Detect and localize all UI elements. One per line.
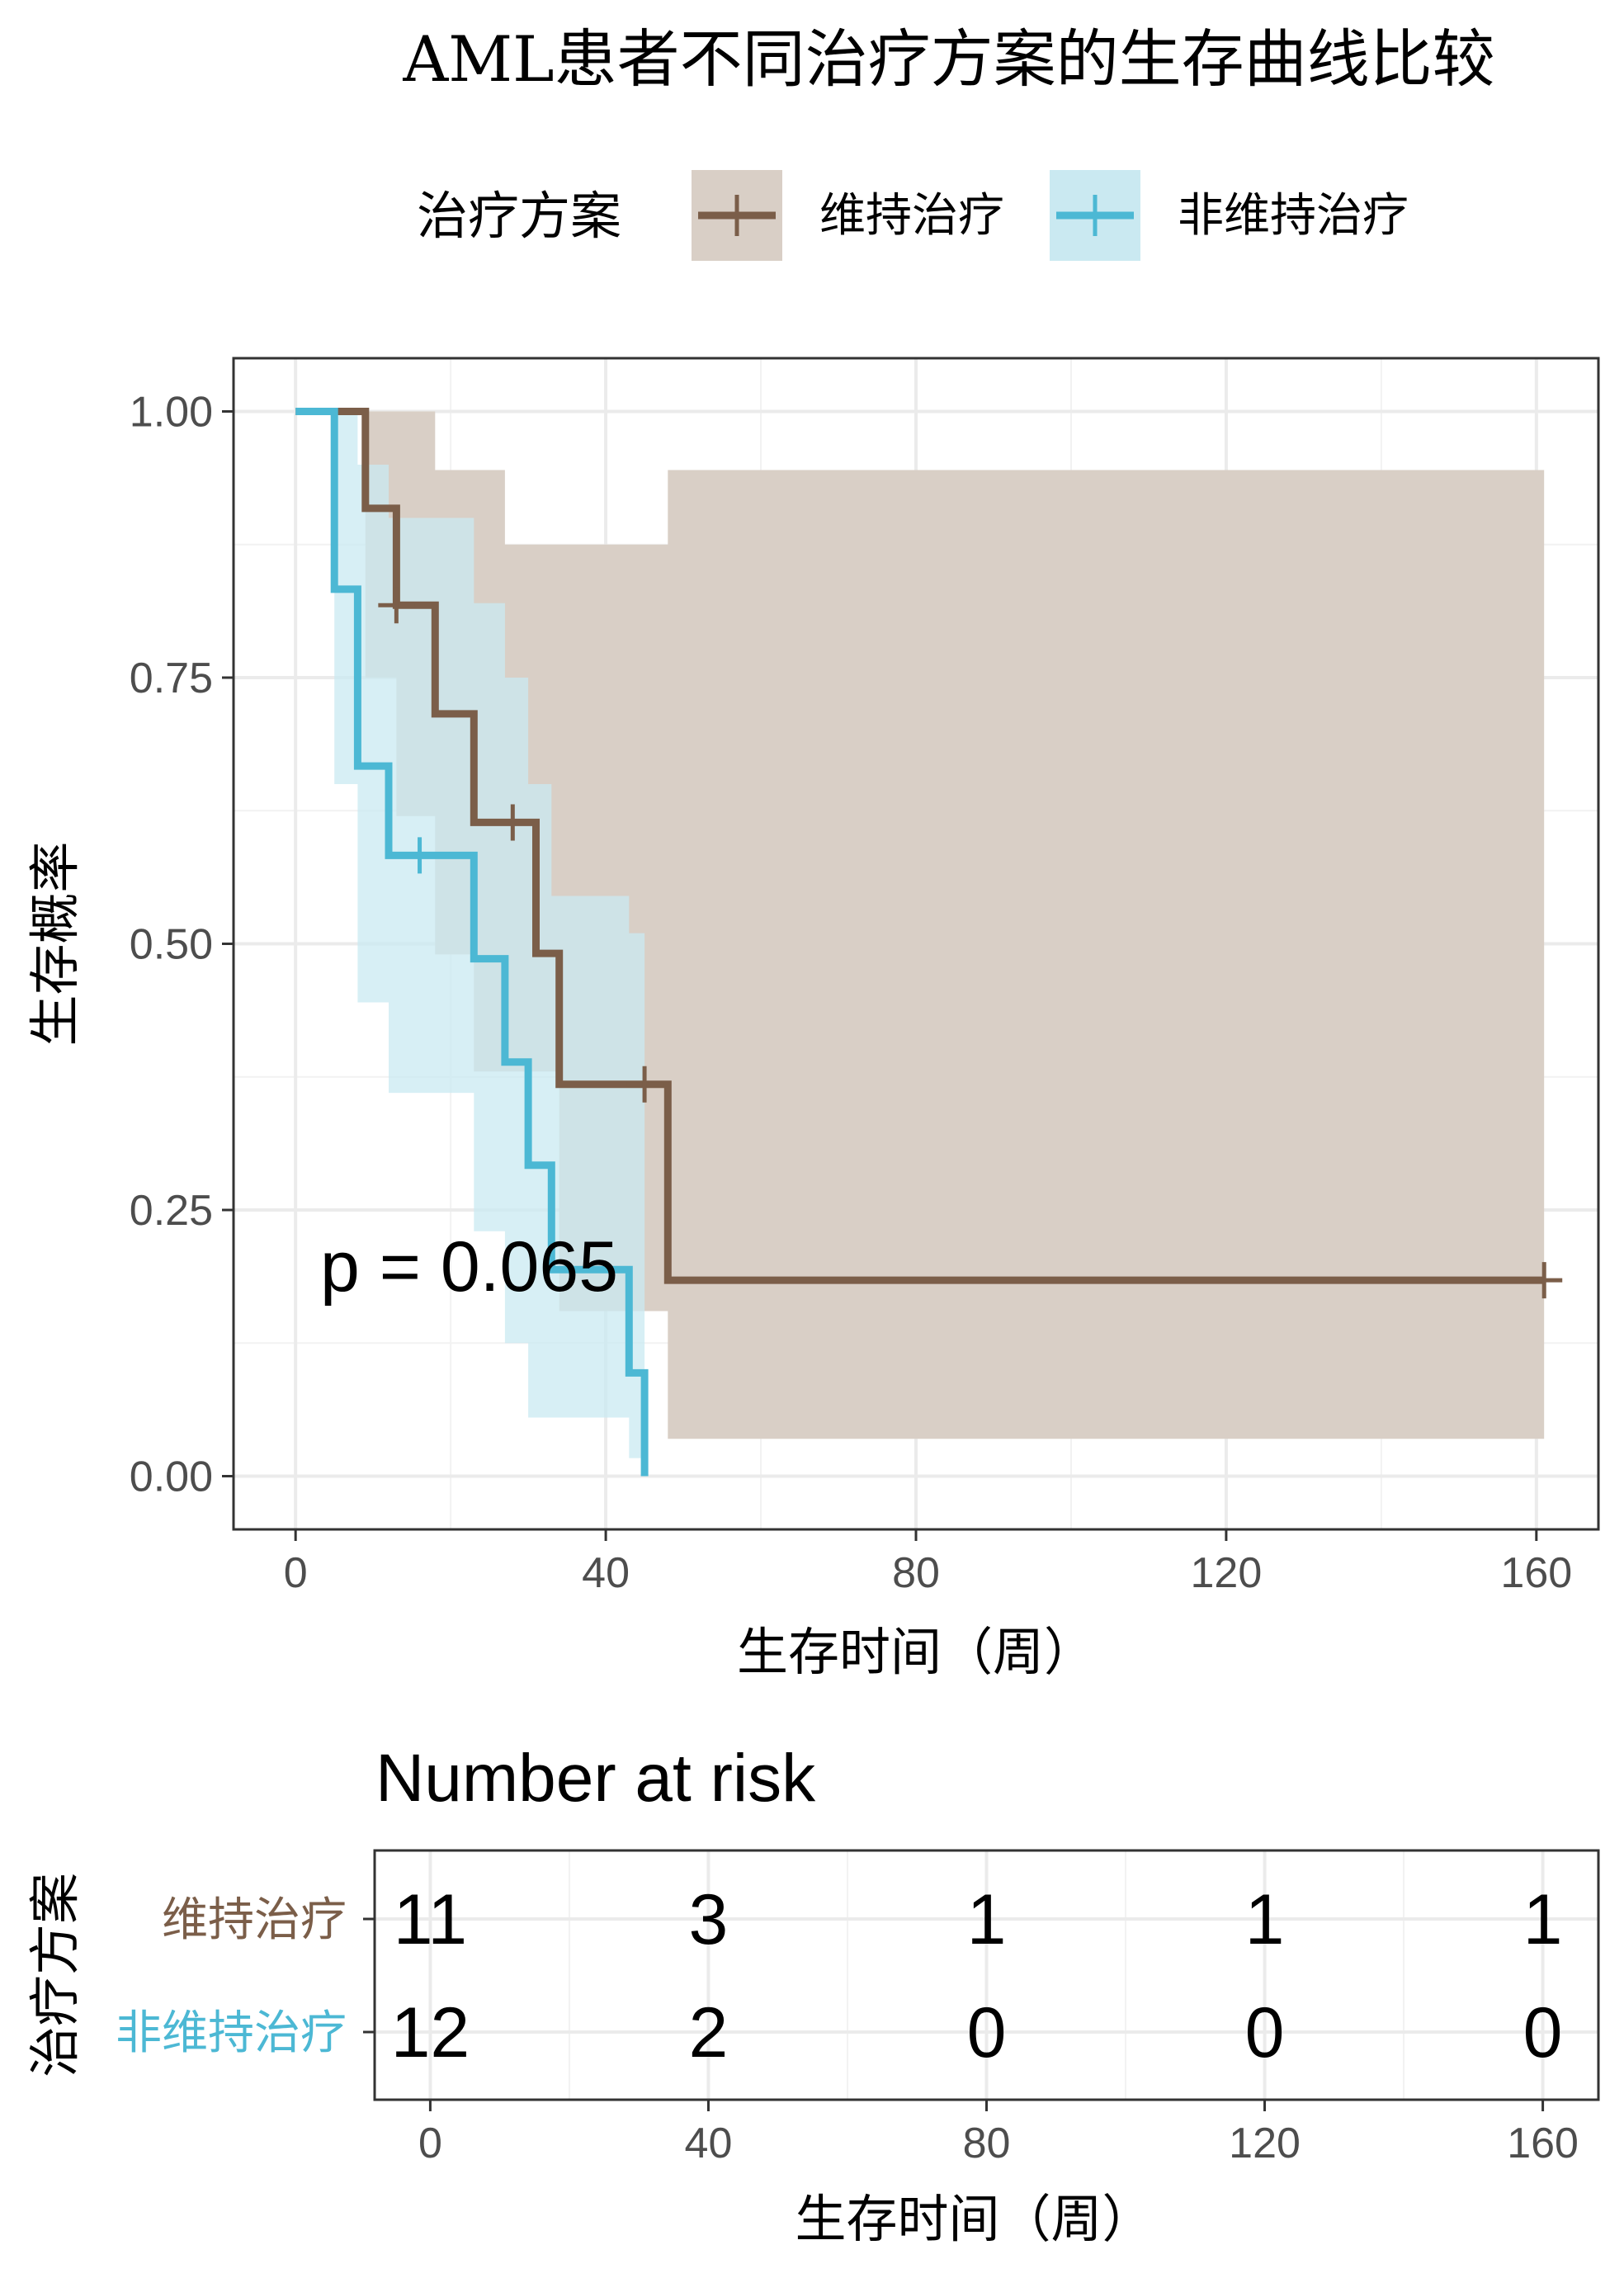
- y-tick-label: 0.50: [130, 921, 213, 969]
- risk-x-tick-label: 160: [1507, 2120, 1579, 2167]
- y-axis-label: 生存概率: [25, 841, 85, 1046]
- survival-curve-1: [295, 408, 1545, 1284]
- risk-row-label-1: 维持治疗: [162, 1893, 347, 1947]
- risk-count: 1: [1245, 1880, 1285, 1959]
- survival-plot: p = 0.065 0 40 80 120 160 0.00 0.25 0.50 0.75 1.00…: [25, 357, 1600, 1682]
- risk-count: 1: [1523, 1880, 1563, 1959]
- risk-count: 3: [689, 1880, 729, 1959]
- confidence-band-2: [295, 411, 645, 1477]
- risk-row-label-2: 非维持治疗: [116, 2006, 347, 2060]
- x-tick-label: 80: [892, 1549, 940, 1597]
- y-tick-label: 0.00: [130, 1453, 213, 1501]
- risk-x-axis-label: 生存时间（周）: [795, 2189, 1153, 2249]
- risk-count: 1: [967, 1880, 1007, 1959]
- legend: 治疗方案 维持治疗 非维持治疗: [417, 170, 1409, 261]
- legend-label-2: 非维持治疗: [1178, 189, 1409, 243]
- risk-x-tick-label: 80: [963, 2120, 1011, 2167]
- y-tick-label: 0.25: [130, 1187, 213, 1235]
- risk-x-tick-label: 120: [1229, 2120, 1301, 2167]
- risk-count: 12: [391, 1993, 470, 2072]
- y-tick-label: 1.00: [130, 389, 213, 437]
- y-tick-label: 0.75: [130, 655, 213, 702]
- p-value-label: p = 0.065: [320, 1227, 618, 1307]
- risk-x-tick-label: 0: [418, 2120, 442, 2167]
- risk-count: 0: [1523, 1993, 1563, 2072]
- x-tick-label: 120: [1191, 1549, 1263, 1597]
- risk-count: 0: [967, 1993, 1007, 2072]
- survival-curve-2: [295, 408, 649, 1477]
- x-tick-label: 160: [1500, 1549, 1572, 1597]
- x-tick-label: 40: [582, 1549, 630, 1597]
- legend-label-1: 维持治疗: [819, 189, 1004, 243]
- risk-table-title: Number at risk: [375, 1741, 816, 1816]
- risk-count: 11: [394, 1880, 467, 1959]
- chart-title: AML患者不同治疗方案的生存曲线比较: [402, 22, 1494, 96]
- x-axis-label: 生存时间（周）: [737, 1622, 1095, 1682]
- legend-title: 治疗方案: [417, 186, 621, 246]
- x-tick-label: 0: [284, 1549, 308, 1597]
- risk-count: 2: [689, 1993, 729, 2072]
- risk-count: 0: [1245, 1993, 1285, 2072]
- risk-x-tick-label: 40: [685, 2120, 733, 2167]
- risk-y-axis-label: 治疗方案: [25, 1873, 85, 2077]
